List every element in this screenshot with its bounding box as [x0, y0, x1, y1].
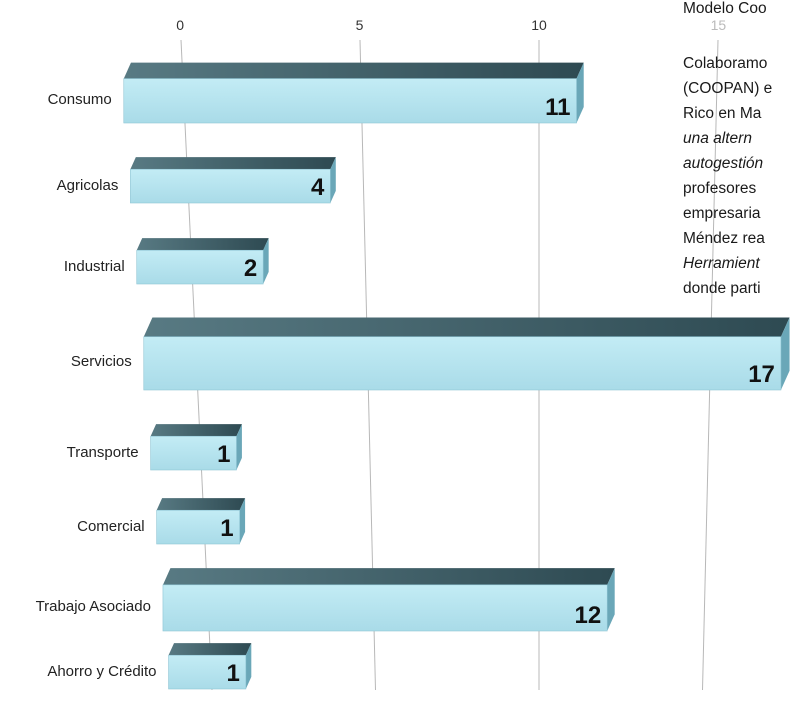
bar-servicios: 17 [144, 318, 790, 390]
side-paragraph: Modelo Coo Colaboramo (COOPAN) e Rico en Ma… [683, 0, 795, 310]
bar-industrial: 2 [137, 238, 269, 284]
bar-front-face [144, 337, 781, 390]
bar-value-label: 1 [226, 660, 239, 687]
bar-top-face [124, 63, 584, 79]
bar-comercial: 1 [157, 498, 245, 544]
side-text-line: Rico en Ma [683, 105, 761, 123]
category-label: Ahorro y Crédito [47, 663, 156, 680]
bar-top-face [144, 318, 790, 337]
bar-value-label: 2 [244, 255, 257, 282]
side-text-line: donde parti [683, 280, 761, 298]
category-label: Industrial [64, 258, 125, 275]
x-tick-label: 0 [176, 17, 184, 33]
x-tick-label: 5 [356, 17, 364, 33]
bar-top-face [169, 643, 252, 655]
x-axis-ticks: 0 5 10 15 [176, 17, 726, 33]
category-label: Transporte [67, 444, 139, 461]
bar-top-face [130, 157, 335, 169]
side-text-line: Herramient [683, 255, 760, 273]
side-text-line: Méndez rea [683, 230, 765, 248]
bar-ahorro-y-cr-dito: 1 [169, 643, 252, 689]
bar-top-face [163, 568, 615, 585]
bar-front-face [130, 169, 330, 203]
bar-top-face [157, 498, 245, 510]
side-text-line: Colaboramo [683, 55, 767, 73]
bar-value-label: 17 [748, 361, 775, 388]
side-text-line: autogestión [683, 155, 763, 173]
bar-value-label: 4 [311, 174, 325, 201]
bar-value-label: 12 [575, 602, 602, 629]
bar-value-label: 1 [217, 441, 230, 468]
bar-front-face [163, 585, 607, 631]
side-text-line: empresaria [683, 205, 761, 223]
side-text-line: profesores [683, 180, 756, 198]
category-label: Comercial [77, 518, 145, 535]
x-tick-label: 10 [531, 17, 547, 33]
category-label: Consumo [48, 91, 112, 108]
bar-value-label: 1 [220, 515, 233, 542]
bar-agricolas: 4 [130, 157, 335, 203]
bar-top-face [137, 238, 269, 250]
category-label: Agricolas [57, 177, 119, 194]
bar-front-face [124, 79, 577, 123]
category-label: Servicios [71, 353, 132, 370]
bar-top-face [151, 424, 242, 436]
bar-consumo: 11 [124, 63, 584, 123]
bar-transporte: 1 [151, 424, 242, 470]
category-label: Trabajo Asociado [36, 598, 151, 615]
side-text-line: una altern [683, 130, 752, 148]
bar-value-label: 11 [545, 94, 570, 121]
bar-trabajo-asociado: 12 [163, 568, 615, 631]
side-text-line: (COOPAN) e [683, 80, 772, 98]
side-text-line: Modelo Coo [683, 0, 767, 18]
